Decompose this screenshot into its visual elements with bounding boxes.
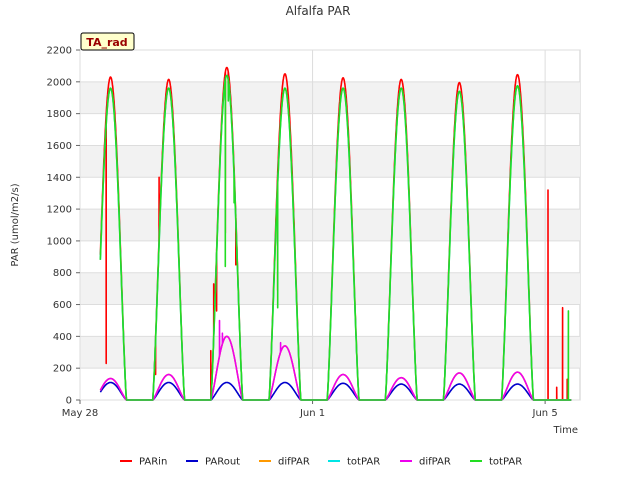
series-lines xyxy=(99,66,572,401)
y-tick-label: 1200 xyxy=(47,205,72,216)
y-axis-label: PAR (umol/m2/s) xyxy=(10,183,21,266)
x-tick-label: May 28 xyxy=(62,408,99,419)
y-tick-label: 2200 xyxy=(47,46,72,57)
legend-label: PARin xyxy=(139,457,167,468)
badge: TA_rad xyxy=(80,32,135,51)
y-tick-label: 600 xyxy=(53,300,72,311)
y-tick-label: 800 xyxy=(53,268,72,279)
y-tick-label: 2000 xyxy=(47,77,72,88)
x-tick-label: Jun 1 xyxy=(299,408,325,419)
grid-band xyxy=(80,81,580,114)
legend-label: PARout xyxy=(205,457,240,468)
legend-label: totPAR xyxy=(347,457,380,468)
x-axis-label: Time xyxy=(553,425,578,436)
y-tick-label: 1600 xyxy=(47,141,72,152)
y-tick-label: 1400 xyxy=(47,173,72,184)
badge-box xyxy=(80,32,135,51)
x-axis-ticks: May 28 Jun 1 Jun 5 xyxy=(62,400,558,419)
x-tick-label: Jun 5 xyxy=(532,408,558,419)
badge-label: TA_rad xyxy=(86,36,127,49)
series-line-totpar-5 xyxy=(99,74,572,401)
y-axis-ticks: 0 200 400 600 800 1000 1200 1400 1600 1800 2000 220… xyxy=(47,46,80,407)
legend-label: totPAR xyxy=(489,457,522,468)
grid-band xyxy=(80,145,580,178)
grid-band xyxy=(80,272,580,305)
y-tick-label: 200 xyxy=(53,364,72,375)
legend: PARin PARout difPAR totPAR difPAR totPAR xyxy=(120,457,522,468)
chart-title: Alfalfa PAR xyxy=(286,4,351,18)
y-tick-label: 0 xyxy=(66,396,72,407)
y-tick-label: 400 xyxy=(53,332,72,343)
legend-label: difPAR xyxy=(278,457,310,468)
grid-band xyxy=(80,209,580,241)
legend-label: difPAR xyxy=(419,457,451,468)
y-tick-label: 1800 xyxy=(47,109,72,120)
y-tick-label: 1000 xyxy=(47,236,72,247)
